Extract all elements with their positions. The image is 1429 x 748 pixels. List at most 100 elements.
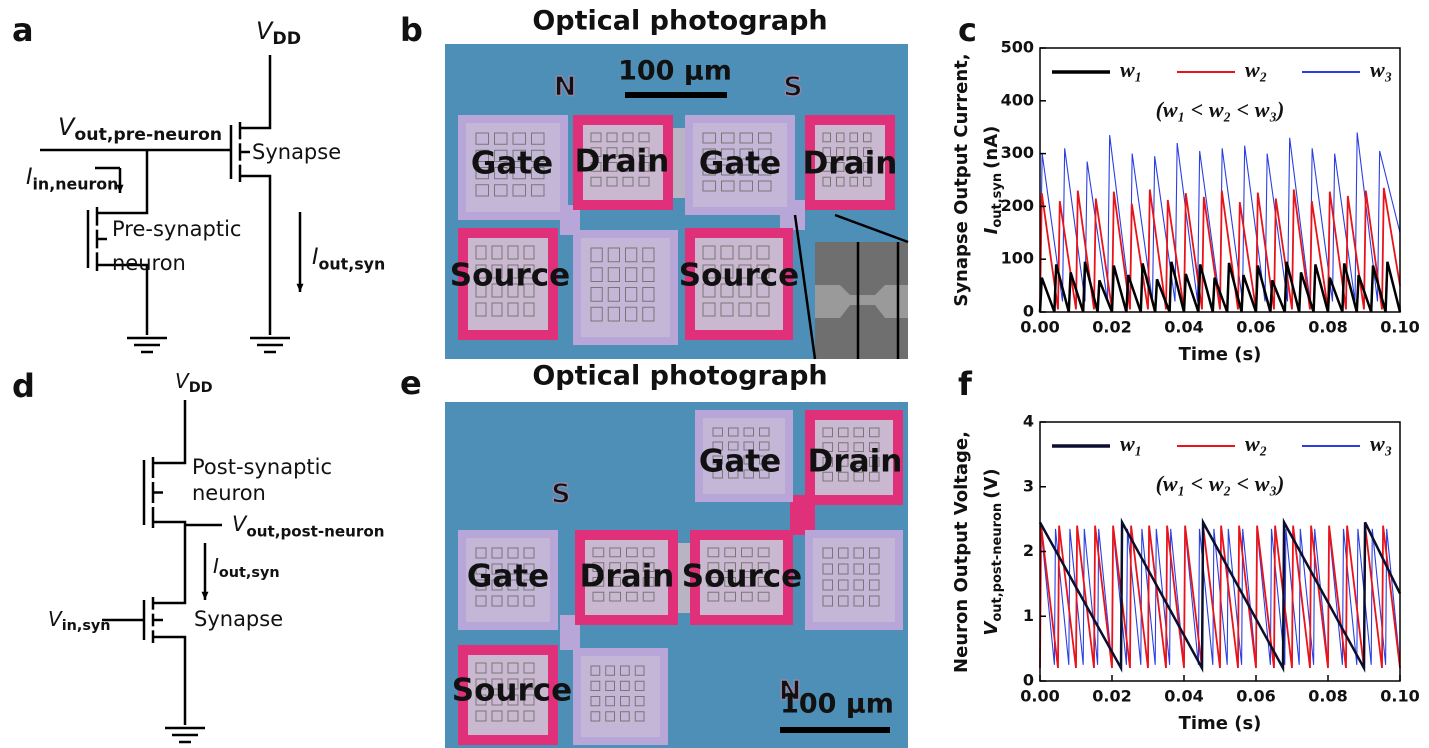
legend-label: w₁ (1120, 57, 1142, 82)
photo-title: Optical photograph (532, 361, 827, 392)
y-tick-label: 4 (1023, 412, 1034, 431)
wire (162, 522, 185, 603)
vdd-label: VDD (256, 17, 301, 49)
y-axis-label: Iout,syn(nA) (981, 126, 1005, 235)
panel-letter: d (12, 367, 35, 405)
x-axis-label: Time (s) (1179, 344, 1262, 365)
pad (573, 648, 668, 745)
subscript: out,syn (990, 173, 1005, 228)
subscript: out,syn (319, 254, 386, 273)
annotation: (w₁ < w₂ < w₃) (1156, 471, 1285, 496)
neuron-label: neuron (112, 251, 186, 275)
y-tick-label: 500 (1001, 38, 1034, 57)
subscript: out,post-neuron (990, 503, 1005, 622)
scale-bar (625, 92, 727, 98)
pad (573, 230, 678, 345)
pad-label: Gate (471, 146, 553, 182)
x-tick-label: 0.06 (1236, 687, 1275, 706)
wire (240, 176, 270, 335)
pad-label: Drain (808, 444, 903, 480)
subscript: in,neuron (33, 174, 119, 193)
x-tick-label: 0.02 (1092, 687, 1131, 706)
legend-label: w₂ (1245, 431, 1267, 456)
neuron-label: Post-synaptic (192, 455, 332, 479)
subscript: DD (189, 380, 213, 396)
figure: aVDDVout,pre-neuronSynapseIin,neuronPre-… (0, 0, 1429, 748)
panel-letter: e (400, 364, 422, 402)
y-tick-label: 200 (1001, 196, 1034, 215)
x-tick-label: 0.08 (1308, 318, 1347, 337)
alignment-mark: S (551, 479, 570, 510)
pad-label: Source (682, 559, 802, 595)
y-tick-label: 2 (1023, 541, 1034, 560)
y-tick-label: 400 (1001, 90, 1034, 109)
subscript: in,syn (62, 618, 111, 634)
subscript: DD (272, 29, 301, 49)
neuron-label: Pre-synaptic (112, 217, 241, 241)
pad-label: Drain (803, 146, 898, 182)
pad-label: Source (452, 673, 572, 709)
pad-label: Gate (699, 146, 781, 182)
legend-label: w₁ (1120, 431, 1142, 456)
symbol: V (256, 17, 274, 45)
y-tick-label: 1 (1023, 606, 1034, 625)
synapse-label: Synapse (194, 607, 283, 631)
iout-label: Iout,syn (213, 554, 280, 582)
symbol: V (58, 113, 76, 141)
pad-label: Gate (467, 559, 549, 595)
x-tick-label: 0.02 (1092, 318, 1131, 337)
x-axis-label: Time (s) (1179, 713, 1262, 734)
wire (162, 400, 185, 463)
pad-label: Source (450, 258, 570, 294)
wire (240, 55, 270, 128)
iout-label: Iout,syn (312, 245, 385, 273)
pad-label: Gate (699, 444, 781, 480)
unit: (V) (981, 468, 1002, 498)
scale-label: 100 µm (618, 56, 732, 87)
pad-label: Source (679, 258, 799, 294)
wire (106, 265, 147, 335)
panel-letter: c (958, 11, 977, 49)
x-tick-label: 0.04 (1164, 318, 1203, 337)
x-tick-label: 0.04 (1164, 687, 1203, 706)
alignment-mark: N (554, 72, 577, 103)
y-tick-label: 3 (1023, 476, 1034, 495)
pad-label: Drain (575, 144, 670, 180)
legend-label: w₃ (1370, 431, 1392, 456)
legend-label: w₂ (1245, 57, 1267, 82)
panel-letter: b (400, 11, 423, 49)
panel-letter: a (12, 11, 34, 49)
photo-title: Optical photograph (532, 6, 827, 37)
scale-bar (780, 727, 890, 733)
vdd-label: VDD (175, 369, 213, 397)
pad (805, 530, 903, 630)
pad-label: Drain (580, 559, 675, 595)
y-tick-label: 0 (1023, 671, 1034, 690)
x-tick-label: 0.08 (1308, 687, 1347, 706)
y-axis-label: Synapse Output Current, (951, 53, 972, 306)
y-axis-label: Vout,post-neuron(V) (981, 468, 1005, 635)
y-tick-label: 300 (1001, 143, 1034, 162)
series-line (1040, 526, 1400, 668)
y-axis-label: Neuron Output Voltage, (951, 431, 972, 673)
synapse-label: Synapse (252, 140, 341, 164)
neuron-label: neuron (192, 481, 266, 505)
y-tick-label: 100 (1001, 249, 1034, 268)
scale-label: 100 µm (780, 689, 894, 720)
x-tick-label: 0.10 (1380, 318, 1419, 337)
wire (162, 637, 185, 725)
panel-letter: f (958, 365, 973, 403)
arrow-head (201, 592, 208, 600)
unit: (nA) (981, 126, 1002, 169)
subscript: out,syn (219, 565, 280, 581)
x-tick-label: 0.10 (1380, 687, 1419, 706)
vout-label: Vout,pre-neuron (58, 113, 222, 145)
subscript: out,pre-neuron (74, 125, 222, 145)
vin-label: Vin,syn (48, 607, 111, 635)
annotation: (w₁ < w₂ < w₃) (1156, 97, 1285, 122)
legend-label: w₃ (1370, 57, 1392, 82)
subscript: out,post-neuron (246, 522, 384, 540)
x-tick-label: 0.06 (1236, 318, 1275, 337)
arrow-head (296, 284, 303, 292)
vout-label: Vout,post-neuron (232, 512, 385, 540)
